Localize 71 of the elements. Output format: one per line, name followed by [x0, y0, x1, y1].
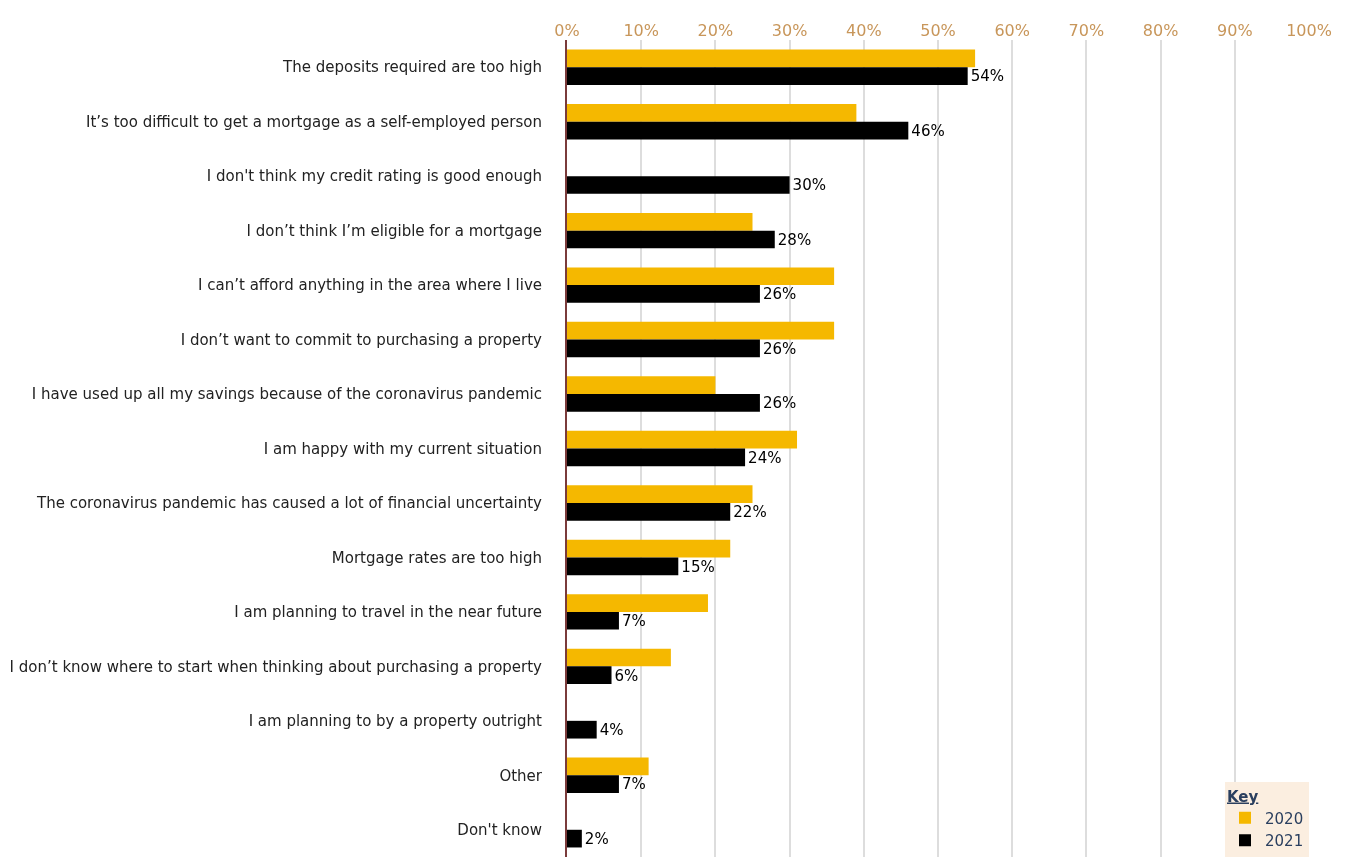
- y-tick-label: I am happy with my current situation: [263, 439, 542, 458]
- bar: [567, 285, 760, 303]
- y-tick-label: Mortgage rates are too high: [331, 548, 542, 567]
- data-label: 7%: [621, 775, 646, 794]
- bar: [567, 67, 968, 85]
- bar: [567, 49, 976, 68]
- data-label: 2%: [584, 829, 609, 848]
- x-tick-label: 70%: [1068, 20, 1105, 40]
- x-tick-label: 80%: [1142, 20, 1179, 40]
- bar: [567, 557, 679, 576]
- y-tick-label: I don't think my credit rating is good enough: [206, 167, 542, 186]
- y-tick-label: The deposits required are too high: [282, 58, 542, 77]
- bar: [567, 394, 760, 412]
- y-tick-label: I don’t think I’m eligible for a mortgage: [246, 221, 542, 240]
- x-tick-label: 100%: [1286, 20, 1332, 40]
- bar: [567, 611, 619, 630]
- bar: [567, 648, 671, 667]
- bar: [567, 212, 753, 231]
- bar: [567, 720, 597, 739]
- bar: [567, 666, 612, 685]
- data-label: 26%: [762, 394, 797, 413]
- bar: [567, 448, 746, 467]
- data-label: 15%: [681, 557, 715, 576]
- bar: [567, 430, 798, 449]
- x-tick-label: 0%: [554, 20, 580, 40]
- x-tick-label: 10%: [623, 20, 659, 40]
- data-label: 54%: [970, 67, 1005, 86]
- x-tick-label: 20%: [697, 20, 734, 40]
- legend-label: 2021: [1265, 832, 1304, 851]
- data-label: 28%: [777, 230, 812, 249]
- bar: [567, 539, 731, 558]
- y-tick-label: It’s too difficult to get a mortgage as a self-employed person: [85, 112, 542, 131]
- y-tick-label: I am planning to travel in the near future: [234, 603, 542, 622]
- data-label: 7%: [621, 612, 646, 631]
- data-label: 46%: [911, 121, 945, 140]
- bar: [567, 594, 708, 612]
- bar: [567, 502, 731, 521]
- x-tick-label: 60%: [994, 20, 1030, 40]
- data-label: 26%: [762, 339, 797, 358]
- legend-label: 2020: [1265, 809, 1304, 828]
- bar: [567, 485, 753, 503]
- bar: [567, 104, 857, 122]
- bar: [567, 121, 909, 140]
- data-label: 24%: [748, 448, 782, 467]
- data-label: 6%: [614, 666, 639, 685]
- x-tick-label: 30%: [771, 20, 808, 40]
- bar: [567, 230, 775, 249]
- bar: [567, 757, 649, 776]
- data-label: 26%: [762, 285, 797, 304]
- data-label: 30%: [792, 176, 827, 195]
- bar: [567, 267, 835, 286]
- bar: [567, 321, 835, 340]
- y-tick-label: I have used up all my savings because of the coronavirus pandemic: [31, 385, 542, 404]
- legend-title: Key: [1227, 787, 1259, 806]
- bar: [567, 176, 790, 194]
- bar: [567, 775, 619, 793]
- data-label: 22%: [733, 503, 767, 522]
- y-tick-label: I don’t want to commit to purchasing a property: [180, 330, 543, 349]
- y-tick-label: Other: [499, 766, 543, 785]
- bar: [567, 376, 716, 395]
- y-tick-label: The coronavirus pandemic has caused a lot of financial uncertainty: [36, 494, 543, 513]
- x-tick-label: 90%: [1217, 20, 1253, 40]
- y-tick-label: Don't know: [457, 821, 542, 840]
- bar: [567, 829, 582, 848]
- y-tick-label: I am planning to by a property outright: [248, 712, 543, 731]
- y-tick-label: I don’t know where to start when thinking about purchasing a property: [9, 657, 543, 676]
- bar: [567, 339, 760, 358]
- y-tick-label: I can’t afford anything in the area where I live: [198, 276, 542, 295]
- x-tick-label: 40%: [846, 20, 882, 40]
- x-tick-label: 50%: [920, 20, 956, 40]
- data-label: 4%: [599, 721, 624, 739]
